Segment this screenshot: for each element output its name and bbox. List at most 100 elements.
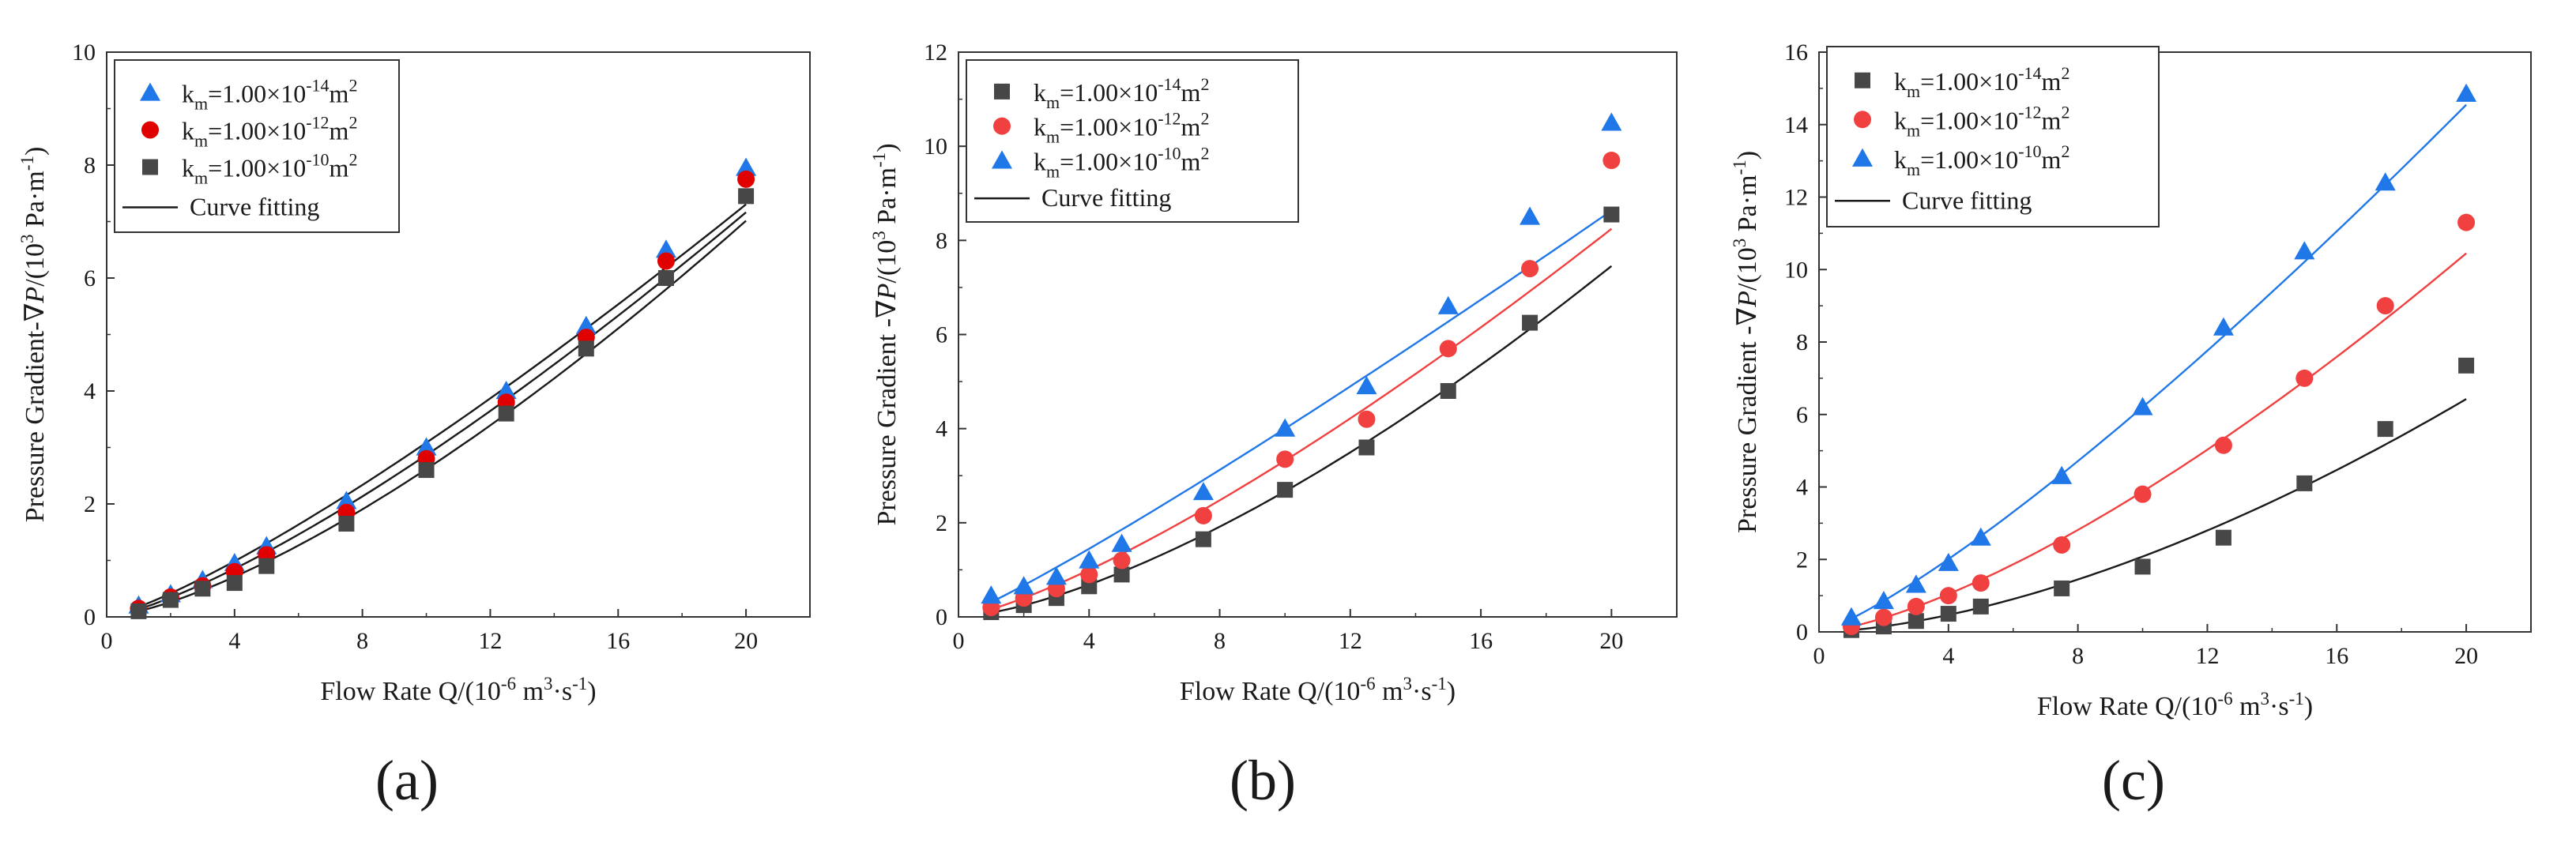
y-tick-label: 14 bbox=[1784, 112, 1808, 138]
x-tick-label: 12 bbox=[478, 628, 502, 654]
data-point bbox=[226, 575, 243, 592]
legend: km=1.00×10-14m2km=1.00×10-12m2km=1.00×10… bbox=[1826, 46, 2160, 227]
series-2 bbox=[1842, 213, 2476, 636]
legend-label-series-2: km=1.00×10-12m2 bbox=[1894, 102, 2069, 140]
y-tick-label: 0 bbox=[936, 604, 947, 630]
fit-curve-series-3 bbox=[138, 220, 747, 613]
data-point bbox=[2134, 558, 2151, 575]
data-point bbox=[2213, 317, 2234, 336]
x-axis-label: Flow Rate Q/(10-6 m3·s-1) bbox=[1180, 674, 1456, 706]
y-tick-label: 8 bbox=[936, 227, 947, 254]
data-point bbox=[1195, 531, 1211, 547]
x-tick-label: 12 bbox=[2195, 643, 2219, 669]
legend-marker bbox=[142, 159, 158, 175]
data-point bbox=[1972, 598, 1989, 615]
legend-marker bbox=[1854, 111, 1871, 129]
x-tick-label: 8 bbox=[356, 628, 368, 654]
data-point bbox=[655, 239, 676, 258]
data-point bbox=[578, 340, 594, 357]
data-point bbox=[1437, 295, 1459, 314]
series-3 bbox=[981, 112, 1622, 604]
legend-label-fit: Curve fitting bbox=[1041, 183, 1171, 212]
data-point bbox=[1601, 112, 1622, 131]
x-tick-label: 0 bbox=[101, 628, 113, 654]
data-point bbox=[2296, 475, 2313, 491]
data-point bbox=[1874, 608, 1892, 626]
data-point bbox=[1907, 597, 1925, 615]
series-3 bbox=[130, 188, 755, 619]
data-point bbox=[2457, 213, 2476, 231]
data-point bbox=[498, 405, 514, 422]
data-point bbox=[981, 585, 1002, 604]
legend-label-fit: Curve fitting bbox=[1902, 186, 2032, 214]
legend-frame bbox=[114, 59, 400, 233]
x-axis-label: Flow Rate Q/(10-6 m3·s-1) bbox=[2037, 689, 2313, 721]
data-point bbox=[258, 558, 275, 574]
chart-panel-3: 0 4 8 12 16 20 0 2 4 6 8 10 12 14 16 Flow Rate Q/(10-6 … bbox=[1730, 39, 2532, 812]
y-tick-label: 2 bbox=[1796, 547, 1808, 573]
data-point bbox=[1045, 566, 1067, 585]
y-tick-label: 2 bbox=[936, 510, 947, 536]
x-tick-label: 16 bbox=[606, 628, 630, 654]
legend-marker bbox=[991, 150, 1013, 169]
data-point bbox=[1440, 383, 1456, 399]
data-point bbox=[657, 270, 674, 286]
data-point bbox=[1905, 574, 1926, 593]
y-tick-label: 4 bbox=[1796, 475, 1808, 501]
panel-label: (b) bbox=[1230, 749, 1296, 812]
x-tick-label: 8 bbox=[1214, 628, 1226, 654]
y-tick-label: 12 bbox=[924, 39, 947, 66]
chart-panel-1: 0 4 8 12 16 20 0 2 4 6 8 10 Flow Rate Q/(10-6 m3·s-1… bbox=[17, 39, 811, 812]
x-tick-label: 16 bbox=[2325, 643, 2348, 669]
x-tick-label: 0 bbox=[1813, 643, 1825, 669]
legend-label-series-1: km=1.00×10-14m2 bbox=[1034, 74, 1209, 112]
data-point bbox=[194, 581, 211, 597]
data-point bbox=[1113, 566, 1130, 583]
y-tick-label: 6 bbox=[936, 322, 947, 348]
data-point bbox=[1938, 552, 1959, 571]
data-point bbox=[1192, 482, 1214, 501]
legend-label-series-1: km=1.00×10-14m2 bbox=[182, 76, 357, 114]
data-point bbox=[2054, 580, 2070, 596]
x-tick-label: 20 bbox=[2454, 643, 2478, 669]
data-point bbox=[1013, 576, 1034, 595]
legend-marker bbox=[139, 82, 161, 101]
legend: km=1.00×10-14m2km=1.00×10-12m2km=1.00×10… bbox=[114, 59, 400, 233]
data-point bbox=[418, 462, 435, 479]
legend-marker bbox=[141, 121, 159, 139]
y-tick-label: 0 bbox=[1796, 619, 1808, 645]
data-point bbox=[2133, 485, 2152, 503]
data-point bbox=[1940, 606, 1956, 622]
data-point bbox=[338, 516, 355, 532]
series-3 bbox=[1840, 83, 2477, 626]
data-point bbox=[1194, 506, 1212, 524]
data-point bbox=[1522, 314, 1538, 331]
data-point bbox=[575, 315, 597, 334]
x-tick-label: 8 bbox=[2072, 643, 2084, 669]
data-point bbox=[1972, 574, 1990, 592]
y-tick-label: 6 bbox=[84, 265, 96, 291]
panel-label: (a) bbox=[375, 749, 439, 812]
data-point bbox=[416, 437, 437, 456]
data-point bbox=[1277, 482, 1294, 498]
legend-marker bbox=[993, 117, 1011, 135]
legend-label-series-2: km=1.00×10-12m2 bbox=[182, 113, 357, 151]
fit-curve-series-1 bbox=[138, 203, 747, 608]
data-point bbox=[2294, 241, 2315, 260]
y-axis-label: Pressure Gradient-∇P/(103 Pa·m-1) bbox=[17, 147, 50, 523]
legend-frame bbox=[966, 59, 1299, 223]
y-tick-label: 12 bbox=[1784, 185, 1808, 211]
data-point bbox=[1873, 590, 1894, 610]
y-tick-label: 16 bbox=[1784, 39, 1808, 66]
y-axis-label: Pressure Gradient -∇P/(103 Pa·m-1) bbox=[1730, 151, 1762, 533]
data-point bbox=[1079, 550, 1100, 569]
legend-label-series-3: km=1.00×10-10m2 bbox=[182, 150, 357, 188]
y-tick-label: 2 bbox=[84, 491, 96, 517]
data-point bbox=[1908, 613, 1924, 630]
legend-label-series-1: km=1.00×10-14m2 bbox=[1894, 63, 2069, 101]
x-tick-label: 20 bbox=[1599, 628, 1623, 654]
data-point bbox=[1439, 340, 1457, 358]
data-point bbox=[736, 157, 757, 176]
